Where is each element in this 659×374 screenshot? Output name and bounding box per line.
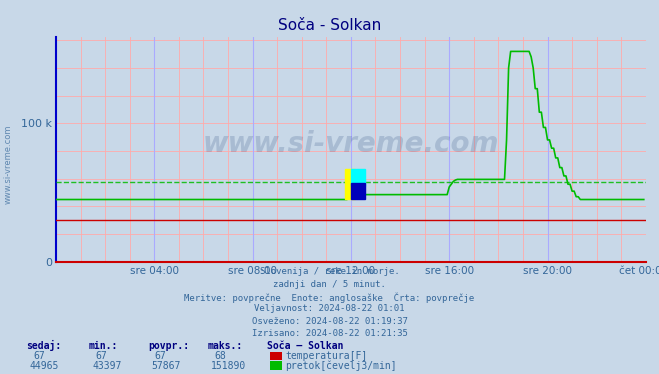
Text: Veljavnost: 2024-08-22 01:01: Veljavnost: 2024-08-22 01:01	[254, 304, 405, 313]
Text: www.si-vreme.com: www.si-vreme.com	[3, 125, 13, 204]
Text: Slovenija / reke in morje.: Slovenija / reke in morje.	[260, 267, 399, 276]
Text: www.si-vreme.com: www.si-vreme.com	[203, 130, 499, 158]
Text: 43397: 43397	[92, 361, 122, 371]
Text: Izrisano: 2024-08-22 01:21:35: Izrisano: 2024-08-22 01:21:35	[252, 329, 407, 338]
Text: Osveženo: 2024-08-22 01:19:37: Osveženo: 2024-08-22 01:19:37	[252, 317, 407, 326]
Text: 67: 67	[155, 351, 167, 361]
Text: min.:: min.:	[89, 341, 119, 351]
Bar	[351, 183, 365, 199]
Text: 68: 68	[214, 351, 226, 361]
Text: 57867: 57867	[152, 361, 181, 371]
Text: Soča - Solkan: Soča - Solkan	[278, 18, 381, 33]
Text: 67: 67	[96, 351, 107, 361]
Text: sedaj:: sedaj:	[26, 340, 61, 352]
Text: temperatura[F]: temperatura[F]	[285, 351, 368, 361]
Text: Meritve: povprečne  Enote: anglosaške  Črta: povprečje: Meritve: povprečne Enote: anglosaške Črt…	[185, 292, 474, 303]
Bar	[351, 169, 365, 186]
Text: maks.:: maks.:	[208, 341, 243, 351]
Text: povpr.:: povpr.:	[148, 341, 189, 351]
Bar	[345, 169, 355, 199]
Text: zadnji dan / 5 minut.: zadnji dan / 5 minut.	[273, 280, 386, 289]
Text: 151890: 151890	[211, 361, 246, 371]
Text: 44965: 44965	[30, 361, 59, 371]
Text: 67: 67	[33, 351, 45, 361]
Text: pretok[čevelj3/min]: pretok[čevelj3/min]	[285, 361, 397, 371]
Text: Soča – Solkan: Soča – Solkan	[267, 341, 343, 351]
